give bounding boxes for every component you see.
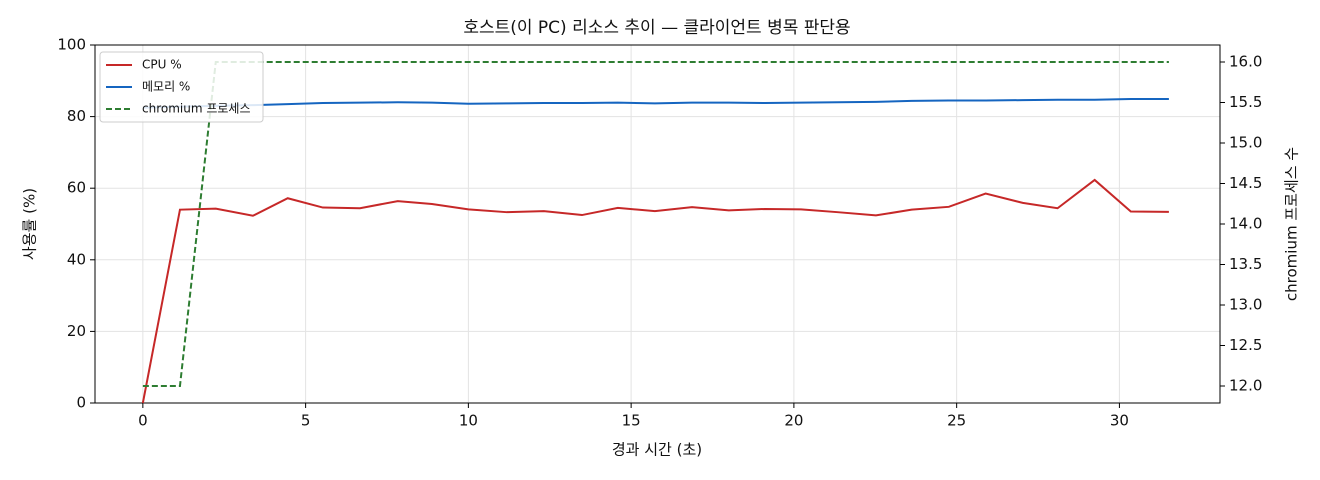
y2-tick-label: 12.0 [1229,376,1262,394]
y-tick-label: 20 [67,322,86,340]
y2-tick-label: 13.0 [1229,295,1262,313]
y-tick-label: 80 [67,107,86,125]
y2-tick-label: 16.0 [1229,53,1262,71]
x-tick-label: 20 [784,412,803,430]
x-axis-label: 경과 시간 (초) [612,441,702,459]
y-tick-label: 60 [67,179,86,197]
x-tick-label: 0 [138,412,148,430]
y2-tick-label: 15.5 [1229,93,1262,111]
legend-label: chromium 프로세스 [142,102,251,116]
legend-label: CPU % [142,58,182,72]
x-tick-label: 15 [622,412,641,430]
series-line [141,178,1169,404]
chart-title: 호스트(이 PC) 리소스 추이 — 클라이언트 병목 판단용 [463,18,850,38]
y-axis-label: 사용률 (%) [21,188,39,260]
y2-tick-label: 12.5 [1229,336,1262,354]
plot-frame [94,44,1221,404]
x-tick-label: 30 [1110,412,1129,430]
y2-tick-label: 13.5 [1229,255,1262,273]
y-tick-label: 100 [57,36,86,54]
y2-tick-label: 14.0 [1229,215,1262,233]
y2-axis-label: chromium 프로세스 수 [1283,147,1301,301]
x-tick-label: 25 [947,412,966,430]
x-tick-label: 10 [459,412,478,430]
legend-box [99,51,264,123]
y-tick-label: 40 [67,250,86,268]
y-tick-label: 0 [76,394,86,412]
y2-tick-label: 15.0 [1229,134,1262,152]
series-line [142,61,1169,387]
series-line [142,98,1169,109]
x-tick-label: 5 [301,412,311,430]
y2-tick-label: 14.5 [1229,174,1262,192]
legend-label: 메모리 % [142,80,190,94]
